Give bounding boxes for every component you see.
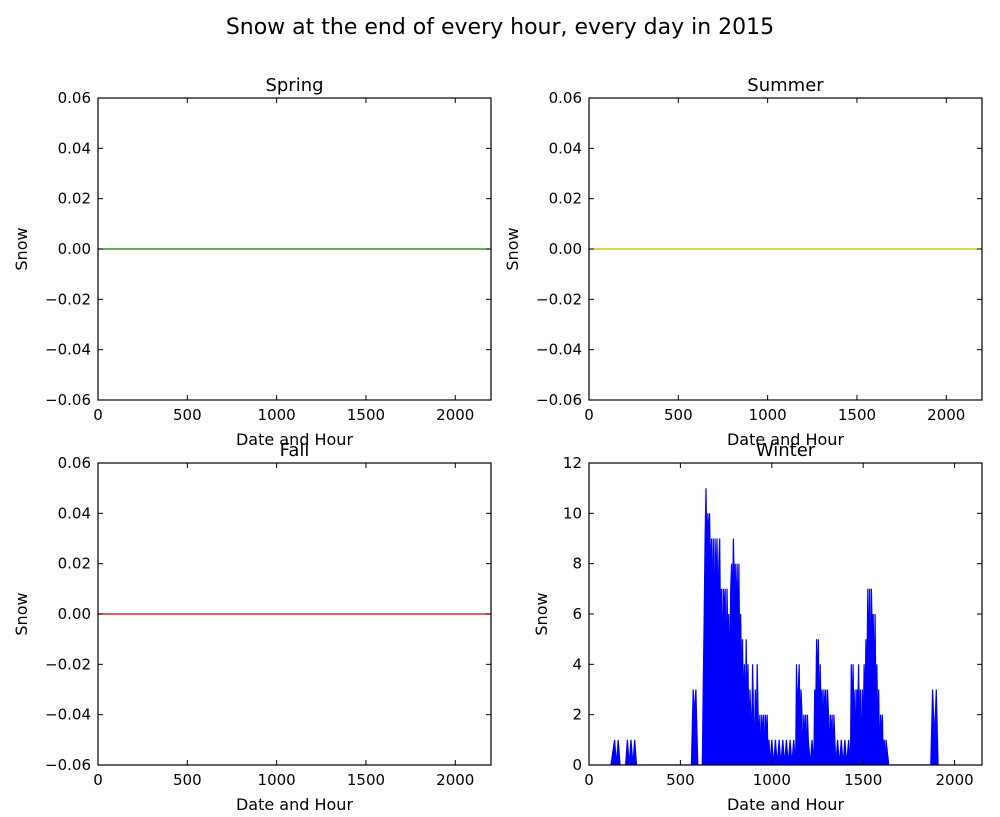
- subplot-title: Winter: [756, 440, 816, 461]
- x-tick-label: 1000: [258, 406, 296, 424]
- subplot-title: Summer: [747, 75, 824, 96]
- x-axis-label: Date and Hour: [727, 430, 844, 449]
- y-tick-label: 2: [572, 706, 582, 724]
- y-tick-label: −0.06: [45, 391, 91, 409]
- x-tick-label: 1500: [347, 406, 385, 424]
- subplot-summer: 0 500 1000 1500 2000 −0.06 −0.04 −0.02 0.00 0.02 0…: [503, 75, 983, 449]
- x-axis-label: Date and Hour: [727, 795, 844, 814]
- x-tick-label: 0: [93, 406, 103, 424]
- subplots-grid: 0 500 1000 1500 2000−0.06−0.04−0.020.000.020…: [12, 75, 983, 814]
- y-axis-label: Snow: [12, 227, 31, 270]
- x-tick-label: 2000: [436, 771, 474, 789]
- x-tick-label: 1500: [838, 406, 876, 424]
- y-tick-label: 8: [572, 555, 582, 573]
- y-tick-label: 10: [563, 504, 582, 522]
- y-tick-label: −0.02: [536, 290, 582, 308]
- figure-title: Snow at the end of every hour, every day…: [226, 15, 774, 40]
- x-tick-label: 500: [666, 771, 695, 789]
- subplot-title: Fall: [280, 440, 310, 461]
- y-tick-label: 0.04: [58, 504, 91, 522]
- x-tick-label: 0: [584, 406, 594, 424]
- y-tick-label: 0.06: [549, 89, 582, 107]
- y-axis-label: Snow: [503, 227, 522, 270]
- subplot-spring: 0 500 1000 1500 2000 −0.06 −0.04 −0.02 0.00 0.02 0…: [12, 75, 492, 449]
- y-tick-label: 4: [572, 655, 582, 673]
- subplot-fall: 0 500 1000 1500 2000 −0.06 −0.04 −0.02 0.00 0.02 0…: [12, 440, 492, 814]
- y-tick-label: −0.04: [45, 341, 91, 359]
- x-tick-label: 2000: [927, 406, 965, 424]
- x-tick-label: 1000: [749, 406, 787, 424]
- y-tick-label: 0.02: [549, 190, 582, 208]
- x-axis-label: Date and Hour: [236, 795, 353, 814]
- x-tick-label: 1500: [844, 771, 882, 789]
- y-tick-label: −0.04: [536, 341, 582, 359]
- y-tick-label: 0.00: [58, 240, 91, 258]
- x-tick-label: 2000: [935, 771, 973, 789]
- y-tick-label: −0.02: [45, 655, 91, 673]
- y-tick-label: 12: [563, 454, 582, 472]
- axes-frame: [588, 462, 983, 766]
- x-tick-label: 0: [584, 771, 594, 789]
- series-line-winter: [610, 488, 939, 765]
- y-tick-label: 0.06: [58, 454, 91, 472]
- x-tick-label: 500: [173, 406, 202, 424]
- y-axis-label: Snow: [12, 592, 31, 635]
- x-axis-label: Date and Hour: [236, 430, 353, 449]
- x-tick-label: 2000: [436, 406, 474, 424]
- y-tick-label: 0.02: [58, 555, 91, 573]
- x-tick-label: 1000: [753, 771, 791, 789]
- y-tick-label: −0.04: [45, 706, 91, 724]
- subplot-title: Spring: [265, 75, 323, 96]
- y-tick-label: 0.00: [549, 240, 582, 258]
- y-tick-label: −0.06: [536, 391, 582, 409]
- y-tick-label: −0.02: [45, 290, 91, 308]
- x-tick-label: 500: [173, 771, 202, 789]
- subplot-winter: 0 500 1000 1500 2000 0 2 4 6 8 10 12 Winter Date and …: [532, 440, 983, 814]
- x-tick-label: 1000: [258, 771, 296, 789]
- y-tick-label: −0.06: [45, 756, 91, 774]
- y-tick-label: 6: [572, 605, 582, 623]
- y-tick-label: 0.00: [58, 605, 91, 623]
- y-tick-label: 0.02: [58, 190, 91, 208]
- x-tick-label: 500: [664, 406, 693, 424]
- x-tick-label: 1500: [347, 771, 385, 789]
- y-axis-label: Snow: [532, 592, 551, 635]
- y-tick-label: 0.04: [58, 139, 91, 157]
- y-tick-label: 0: [572, 756, 582, 774]
- y-tick-label: 0.04: [549, 139, 582, 157]
- y-tick-label: 0.06: [58, 89, 91, 107]
- x-tick-label: 0: [93, 771, 103, 789]
